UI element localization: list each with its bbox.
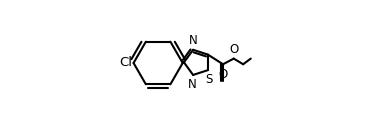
- Text: N: N: [189, 34, 197, 47]
- Text: O: O: [229, 43, 239, 56]
- Text: N: N: [187, 78, 196, 91]
- Text: Cl: Cl: [119, 56, 133, 70]
- Text: O: O: [218, 68, 228, 81]
- Text: S: S: [206, 73, 213, 86]
